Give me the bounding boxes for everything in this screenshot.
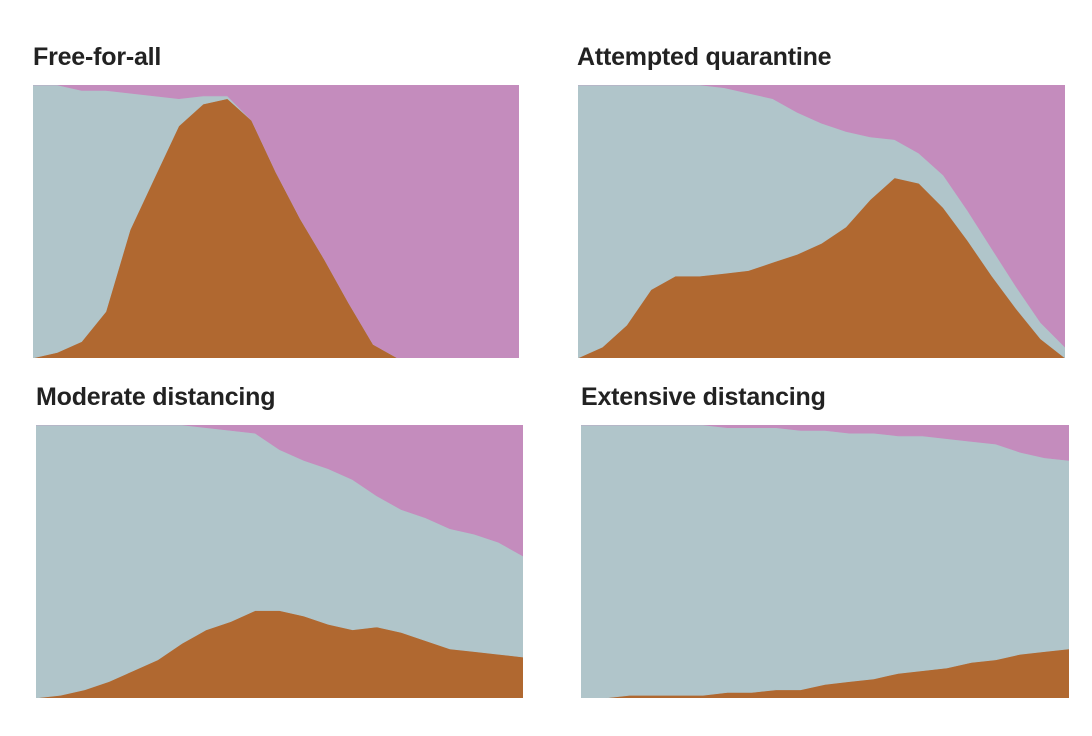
stacked-area-chart xyxy=(36,425,523,698)
recovered-area xyxy=(33,85,519,358)
recovered-area xyxy=(578,85,1065,348)
chart-title: Attempted quarantine xyxy=(577,43,832,71)
chart-title: Free-for-all xyxy=(33,43,162,71)
stacked-area-chart xyxy=(578,85,1065,358)
chart-title: Extensive distancing xyxy=(581,383,826,411)
recovered-area xyxy=(36,425,523,557)
stacked-area-chart xyxy=(581,425,1069,698)
recovered-area xyxy=(581,425,1069,461)
stacked-area-chart xyxy=(33,85,519,358)
susceptible-area xyxy=(581,425,1069,698)
chart-title: Moderate distancing xyxy=(36,383,276,411)
